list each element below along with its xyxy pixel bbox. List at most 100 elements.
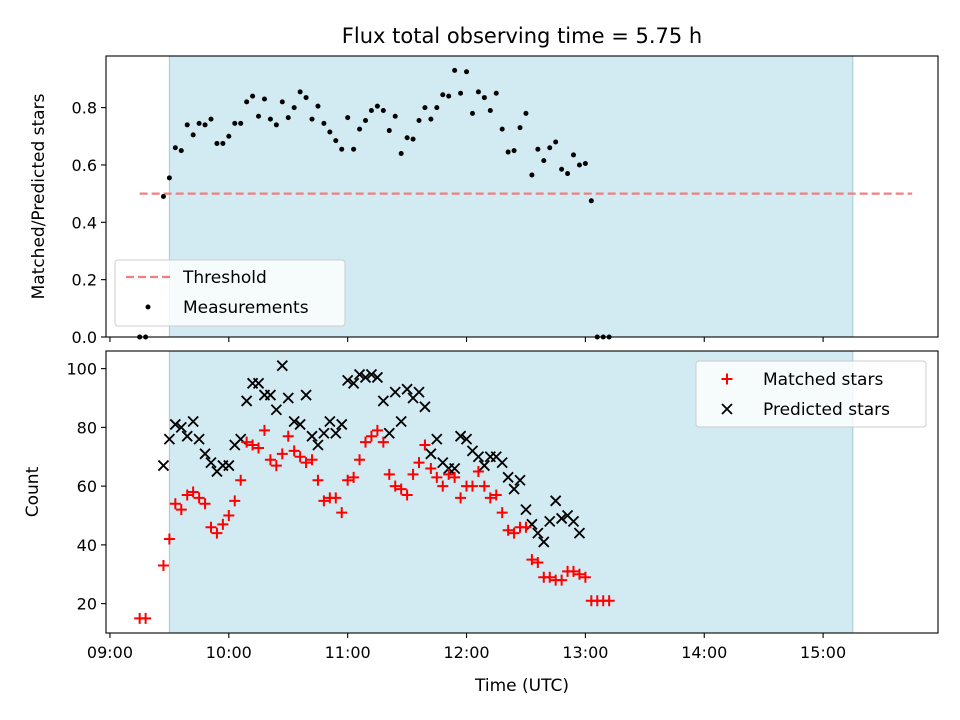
predicted-star-marker bbox=[502, 471, 514, 483]
measurement-point bbox=[464, 69, 470, 75]
x-tick-label: 09:00 bbox=[87, 643, 133, 662]
measurement-point bbox=[250, 93, 256, 99]
y-tick-label: 60 bbox=[77, 477, 97, 496]
matched-star-marker bbox=[568, 565, 580, 577]
matched-star-marker bbox=[264, 454, 276, 466]
measurement-point bbox=[511, 148, 517, 154]
measurement-point bbox=[273, 122, 279, 128]
measurement-point bbox=[339, 146, 345, 152]
measurement-point bbox=[410, 136, 416, 142]
matched-star-marker bbox=[205, 521, 217, 533]
measurement-point bbox=[422, 105, 428, 111]
predicted-star-marker bbox=[324, 415, 336, 428]
legend-predicted-label: Predicted stars bbox=[763, 400, 890, 420]
matched-star-marker bbox=[229, 495, 241, 507]
predicted-star-marker bbox=[318, 427, 330, 439]
measurement-point bbox=[256, 113, 262, 119]
measurement-point bbox=[487, 107, 493, 113]
predicted-star-marker bbox=[193, 433, 205, 445]
matched-star-marker bbox=[371, 424, 383, 436]
matched-star-marker bbox=[247, 439, 259, 451]
x-axis-label: Time (UTC) bbox=[474, 676, 569, 696]
predicted-star-marker bbox=[544, 515, 556, 528]
legend-matched-label: Matched stars bbox=[763, 370, 883, 390]
measurement-point bbox=[565, 171, 571, 177]
predicted-star-marker bbox=[282, 392, 294, 404]
matched-star-marker bbox=[520, 521, 532, 533]
measurement-point bbox=[368, 107, 374, 113]
x-tick-label: 15:00 bbox=[800, 643, 846, 662]
y-axis-label-top: Matched/Predicted stars bbox=[29, 93, 49, 299]
predicted-star-marker bbox=[312, 439, 324, 451]
matched-star-marker bbox=[419, 439, 431, 451]
measurement-point bbox=[291, 105, 297, 111]
x-axis-ticks-bottom: 09:00 10:00 11:00 12:00 13:00 14:00 15:00 bbox=[87, 633, 846, 662]
predicted-star-marker bbox=[389, 386, 401, 398]
predicted-star-marker bbox=[425, 448, 437, 460]
measurement-point bbox=[481, 95, 487, 101]
measurement-point bbox=[172, 145, 178, 151]
predicted-star-marker bbox=[342, 374, 354, 387]
measurement-point bbox=[238, 120, 244, 126]
matched-star-marker bbox=[157, 559, 169, 571]
matched-star-marker bbox=[377, 436, 389, 448]
legend-x-marker bbox=[721, 403, 733, 415]
predicted-star-marker bbox=[223, 459, 235, 472]
matched-star-marker bbox=[407, 468, 419, 480]
matched-star-marker bbox=[526, 554, 538, 566]
matched-star-marker bbox=[187, 486, 199, 498]
predicted-star-marker bbox=[401, 383, 413, 395]
measurement-point bbox=[166, 175, 172, 181]
predicted-star-marker bbox=[241, 395, 253, 407]
matched-star-marker bbox=[365, 430, 377, 442]
matched-star-marker bbox=[455, 492, 467, 504]
predicted-star-marker bbox=[353, 368, 366, 381]
measurement-point bbox=[309, 116, 315, 122]
y-axis-ticks-top: 0.0 0.2 0.4 0.6 0.8 bbox=[72, 99, 106, 347]
measurement-point bbox=[398, 150, 404, 156]
measurement-point bbox=[357, 126, 363, 132]
measurement-point bbox=[184, 122, 190, 128]
predicted-star-marker bbox=[555, 512, 568, 525]
matched-star-marker bbox=[425, 463, 437, 474]
matched-star-marker bbox=[336, 507, 348, 519]
measurement-point bbox=[434, 105, 440, 111]
measurement-point bbox=[469, 110, 475, 116]
measurement-point bbox=[517, 125, 523, 131]
predicted-star-marker bbox=[395, 415, 407, 428]
predicted-star-marker bbox=[270, 404, 282, 416]
matched-star-marker bbox=[556, 574, 568, 586]
matched-star-marker bbox=[449, 471, 461, 483]
measurement-point bbox=[458, 90, 464, 96]
measurement-point bbox=[452, 67, 458, 73]
measurement-point bbox=[178, 148, 184, 154]
measurement-point bbox=[196, 120, 202, 126]
y-tick-label: 0.6 bbox=[72, 156, 97, 175]
predicted-star-marker bbox=[377, 395, 389, 407]
predicted-star-marker bbox=[472, 451, 485, 463]
measurement-point bbox=[214, 140, 220, 146]
measurement-point bbox=[279, 99, 285, 105]
y-tick-label: 0.4 bbox=[72, 213, 97, 232]
predicted-star-marker bbox=[371, 371, 384, 384]
measurement-point bbox=[380, 107, 386, 113]
x-tick-label: 11:00 bbox=[325, 643, 371, 662]
matched-star-marker bbox=[395, 483, 407, 495]
predicted-star-markers bbox=[157, 360, 586, 548]
measurement-point bbox=[244, 99, 250, 105]
predicted-star-marker bbox=[300, 389, 312, 401]
matched-star-marker bbox=[484, 492, 496, 504]
matched-star-marker bbox=[401, 489, 413, 501]
y-tick-label: 0.0 bbox=[72, 328, 97, 347]
legend-top: Threshold Measurements bbox=[114, 259, 346, 327]
measurement-point bbox=[315, 103, 321, 109]
matched-star-marker bbox=[466, 480, 478, 492]
y-axis-label-bottom: Count bbox=[23, 466, 43, 517]
measurement-point bbox=[535, 146, 541, 152]
matched-star-marker bbox=[342, 474, 354, 486]
measurement-point bbox=[321, 120, 327, 126]
top-panel: 0.00.20.40.60.8 Matched/Predicted stars … bbox=[29, 55, 939, 347]
predicted-star-marker bbox=[365, 368, 378, 381]
measurement-point bbox=[475, 89, 481, 95]
measurement-point bbox=[499, 126, 505, 132]
